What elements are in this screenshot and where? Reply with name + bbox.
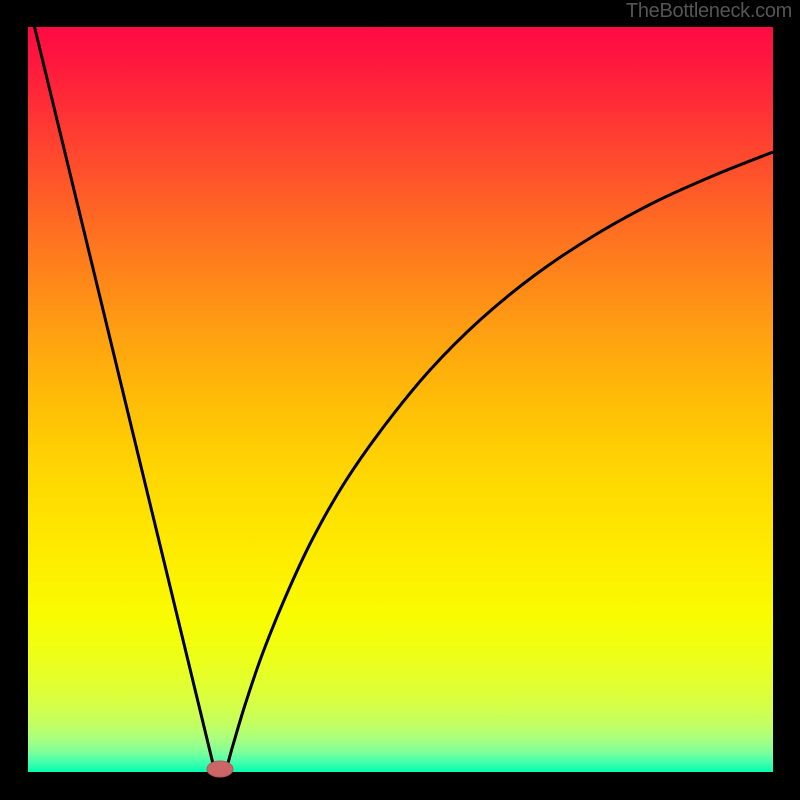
optimal-point-marker <box>207 761 233 777</box>
chart-container: TheBottleneck.com <box>0 0 800 800</box>
bottleneck-chart <box>0 0 800 800</box>
plot-background <box>28 27 773 772</box>
attribution-label: TheBottleneck.com <box>626 0 792 23</box>
